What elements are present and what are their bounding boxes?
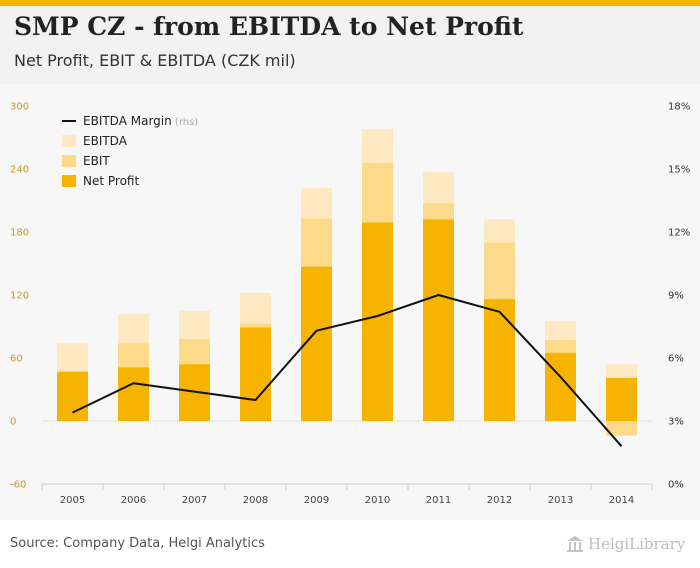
left-tick-label: -60 (10, 480, 26, 491)
ebit-bar-2014 (606, 421, 637, 436)
x-tick-label-2012: 2012 (487, 495, 512, 506)
net-profit-bar-2012 (484, 299, 515, 421)
right-tick-label: 15% (668, 165, 690, 176)
ebitda-margin-line (72, 294, 623, 447)
source-note: Source: Company Data, Helgi Analytics (10, 536, 265, 551)
chart-subtitle: Net Profit, EBIT & EBITDA (CZK mil) (14, 51, 296, 70)
x-tick-label-2006: 2006 (121, 495, 146, 506)
net-profit-bar-2011 (423, 219, 454, 421)
net-profit-bar-2013 (545, 352, 576, 422)
net-profit-bar-2010 (362, 222, 393, 421)
legend-label-ebit: EBIT (83, 154, 110, 168)
chart: 2005 2006 2007 2008 2009 2010 2011 2012 2013 2014… (10, 102, 690, 507)
x-tick-label-2011: 2011 (426, 495, 451, 506)
legend-label-net-profit: Net Profit (83, 174, 139, 188)
legend-swatch-ebitda (62, 135, 76, 147)
net-profit-bar-2014 (606, 377, 637, 421)
left-tick-label: 300 (10, 102, 29, 113)
right-tick-label: 3% (668, 417, 684, 428)
left-tick-label: 180 (10, 228, 29, 239)
net-profit-bar-2008 (240, 327, 271, 421)
x-tick-label-2005: 2005 (60, 495, 85, 506)
x-tick-label-2013: 2013 (548, 495, 573, 506)
legend-label-ebitda-margin: EBITDA Margin (rhs) (83, 114, 198, 128)
x-tick-label-2008: 2008 (243, 495, 268, 506)
right-tick-label: 9% (668, 291, 684, 302)
right-tick-label: 0% (668, 480, 684, 491)
net-profit-bar-2006 (118, 367, 149, 421)
chart-header (0, 6, 700, 84)
right-tick-label: 6% (668, 354, 684, 365)
logo-text: HelgiLibrary (588, 535, 686, 553)
x-tick-label-2009: 2009 (304, 495, 329, 506)
x-tick-label-2010: 2010 (365, 495, 390, 506)
legend-suffix: (rhs) (172, 117, 199, 128)
helgi-library-logo: HelgiLibrary (566, 534, 685, 554)
top-accent-bar (0, 0, 700, 6)
right-tick-label: 18% (668, 102, 690, 113)
plot-background (0, 84, 700, 520)
footer (0, 520, 700, 568)
left-tick-label: 60 (10, 354, 23, 365)
x-tick-label-2014: 2014 (609, 495, 634, 506)
left-tick-label: 240 (10, 165, 29, 176)
chart-title: SMP CZ - from EBITDA to Net Profit (14, 12, 524, 41)
legend-swatch-ebit (62, 155, 76, 167)
legend-swatch-net-profit (62, 175, 76, 187)
library-building-icon (567, 536, 583, 552)
net-profit-bar-2005 (57, 371, 88, 421)
left-tick-label: 0 (10, 417, 16, 428)
right-tick-label: 12% (668, 228, 690, 239)
x-tick-label-2007: 2007 (182, 495, 207, 506)
legend-label-ebitda: EBITDA (83, 134, 128, 148)
left-tick-label: 120 (10, 291, 29, 302)
